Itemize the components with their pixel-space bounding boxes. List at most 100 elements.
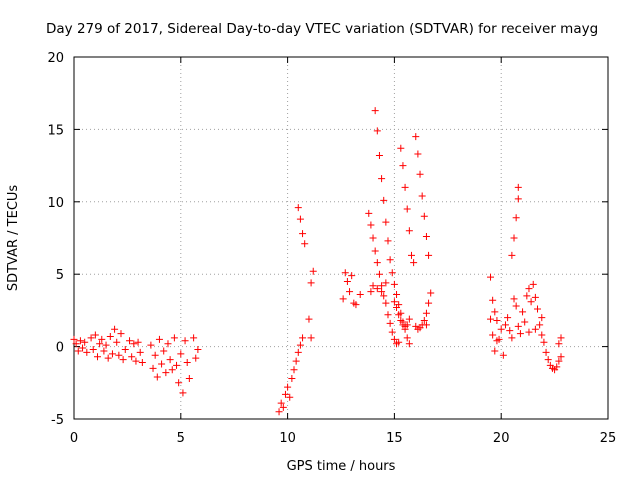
data-point bbox=[499, 351, 507, 359]
data-point bbox=[96, 340, 104, 348]
data-point bbox=[536, 321, 544, 329]
data-point bbox=[512, 302, 520, 310]
data-point bbox=[422, 321, 430, 329]
data-point bbox=[72, 340, 80, 348]
data-point bbox=[555, 357, 563, 365]
data-point bbox=[414, 150, 422, 158]
data-point bbox=[369, 234, 377, 242]
data-point bbox=[121, 345, 129, 353]
data-point bbox=[179, 389, 187, 397]
y-tick-labels: -5 0 5 10 15 20 bbox=[47, 51, 64, 428]
data-point bbox=[420, 317, 428, 325]
data-point bbox=[555, 340, 563, 348]
data-point bbox=[489, 331, 497, 339]
data-point bbox=[153, 373, 161, 381]
data-point bbox=[491, 308, 499, 316]
data-point bbox=[375, 270, 383, 278]
data-point bbox=[91, 331, 99, 339]
data-point bbox=[286, 393, 294, 401]
data-point bbox=[369, 282, 377, 290]
data-point bbox=[371, 247, 379, 255]
data-point bbox=[76, 337, 84, 345]
data-point bbox=[106, 332, 114, 340]
x-tick-label: 25 bbox=[600, 431, 617, 446]
data-point bbox=[378, 175, 386, 183]
data-point bbox=[307, 279, 315, 287]
data-point bbox=[407, 251, 415, 259]
data-point bbox=[384, 237, 392, 245]
y-axis-label: SDTVAR / TECUs bbox=[6, 185, 21, 292]
data-point bbox=[397, 317, 405, 325]
data-point bbox=[395, 338, 403, 346]
data-point bbox=[525, 328, 533, 336]
data-point bbox=[390, 298, 398, 306]
data-point bbox=[510, 234, 518, 242]
data-point bbox=[427, 289, 435, 297]
data-point bbox=[299, 230, 307, 238]
data-point bbox=[388, 328, 396, 336]
data-point bbox=[177, 350, 185, 358]
data-point bbox=[170, 334, 178, 342]
data-point bbox=[531, 325, 539, 333]
data-point bbox=[382, 299, 390, 307]
data-point bbox=[183, 359, 191, 367]
data-point bbox=[557, 353, 565, 361]
data-point bbox=[343, 277, 351, 285]
data-point bbox=[371, 107, 379, 115]
data-point bbox=[192, 354, 200, 362]
x-axis-label: GPS time / hours bbox=[287, 459, 396, 474]
data-point bbox=[487, 273, 495, 281]
data-point bbox=[309, 267, 317, 275]
data-point bbox=[126, 337, 134, 345]
data-point bbox=[168, 366, 176, 374]
data-point bbox=[104, 354, 112, 362]
data-point bbox=[544, 356, 552, 364]
x-tick-label: 15 bbox=[386, 431, 403, 446]
data-point bbox=[284, 383, 292, 391]
data-point bbox=[393, 304, 401, 312]
data-point bbox=[373, 127, 381, 135]
data-point bbox=[386, 256, 394, 264]
data-point bbox=[173, 361, 181, 369]
data-point bbox=[299, 334, 307, 342]
data-point bbox=[294, 204, 302, 212]
data-point bbox=[373, 259, 381, 267]
data-point bbox=[100, 347, 108, 355]
data-point bbox=[403, 205, 411, 213]
data-point bbox=[540, 338, 548, 346]
x-tick-label: 0 bbox=[70, 431, 78, 446]
x-tick-label: 20 bbox=[493, 431, 510, 446]
data-point bbox=[74, 347, 82, 355]
data-point bbox=[81, 338, 89, 346]
data-point bbox=[181, 337, 189, 345]
x-tick-label: 5 bbox=[177, 431, 185, 446]
data-point bbox=[185, 374, 193, 382]
y-tick-label: 0 bbox=[56, 341, 64, 356]
data-point bbox=[538, 314, 546, 322]
data-point bbox=[373, 285, 381, 293]
data-point bbox=[166, 356, 174, 364]
data-point bbox=[405, 227, 413, 235]
data-point bbox=[288, 374, 296, 382]
data-point bbox=[489, 296, 497, 304]
data-point bbox=[508, 334, 516, 342]
data-point bbox=[557, 334, 565, 342]
data-point bbox=[348, 272, 356, 280]
data-point bbox=[89, 345, 97, 353]
data-point bbox=[382, 218, 390, 226]
data-point bbox=[390, 335, 398, 343]
data-point bbox=[279, 403, 287, 411]
data-point bbox=[378, 288, 386, 296]
data-point bbox=[510, 295, 518, 303]
data-point bbox=[367, 288, 375, 296]
x-tick-labels: 0 5 10 15 20 25 bbox=[70, 431, 616, 446]
plot-frame bbox=[73, 56, 609, 420]
data-point bbox=[425, 251, 433, 259]
data-point bbox=[380, 292, 388, 300]
data-point bbox=[117, 330, 125, 338]
data-point bbox=[401, 183, 409, 191]
data-point bbox=[341, 269, 349, 277]
data-point bbox=[514, 322, 522, 330]
data-point bbox=[108, 350, 116, 358]
data-point bbox=[175, 379, 183, 387]
